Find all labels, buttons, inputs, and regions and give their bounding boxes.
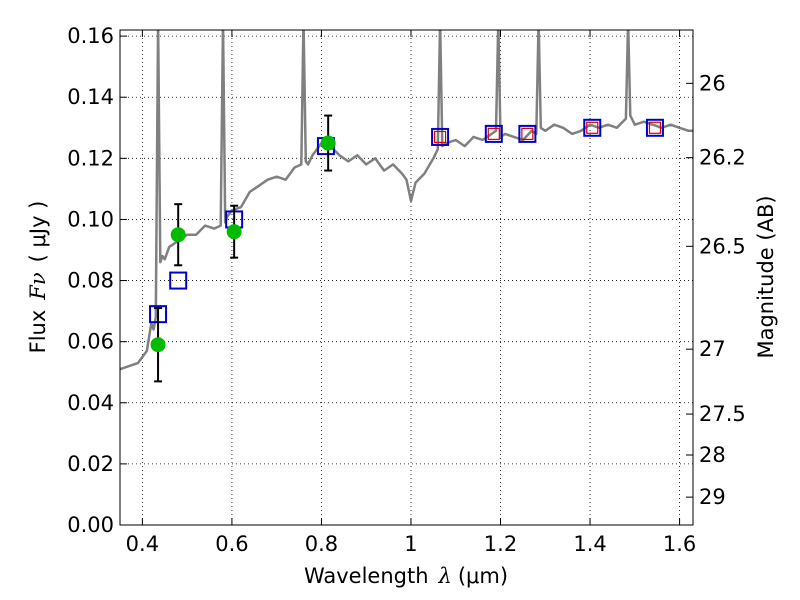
observed-green-point [226,224,242,240]
observed-green-point [320,135,336,151]
axis-ticks: 0.4 0.6 0.8 1 1.2 1.4 1.6 0.00 0.02 0.04 0.06 0.08 0… [67,24,746,556]
spectrum-line [120,30,693,371]
right-tick-label: 29 [699,485,726,509]
x-tick-label: 0.6 [215,532,248,556]
y-tick-label: 0.12 [67,146,114,170]
observed-red-square [433,130,447,144]
y-axis-label: FluxFν( μJy ) [26,201,50,354]
model-photometry-square [431,127,450,146]
right-tick-label: 27 [699,337,726,361]
right-tick-label: 28 [699,443,726,467]
grid-lines [120,30,693,526]
model-photometry-square [583,118,602,137]
x-tick-label: 1 [404,532,417,556]
x-tick-label: 1.6 [663,532,696,556]
y-tick-label: 0.02 [67,452,114,476]
y-tick-label: 0.16 [67,24,114,48]
right-tick-label: 27.5 [699,402,746,426]
model-photometry-square [169,271,188,290]
observed-red-square [648,121,662,134]
y-tick-label: 0.00 [67,513,114,537]
x-tick-label: 1.4 [573,532,606,556]
plot-area [120,30,693,383]
right-tick-label: 26 [699,71,726,95]
model-photometry-square [484,124,503,143]
model-photometry-square [645,118,664,137]
observed-red-square [586,121,599,134]
observed-green-point [150,337,166,353]
y-tick-label: 0.14 [67,85,114,109]
x-axis-label: Wavelength λ (μm) [304,564,508,588]
x-tick-label: 0.8 [305,532,338,556]
plot-frame [119,29,694,526]
y-tick-label: 0.08 [67,269,114,293]
x-tick-label: 1.2 [484,532,517,556]
x-tick-label: 0.4 [126,532,159,556]
observed-red-square [521,127,534,140]
observed-red-square [487,127,500,140]
right-tick-label: 26.5 [699,234,746,258]
model-photometry-square [518,124,537,143]
right-tick-label: 26.2 [699,146,746,170]
y-tick-label: 0.04 [67,391,114,415]
y-tick-label: 0.10 [67,207,114,231]
observed-green-point [170,227,186,243]
y-tick-label: 0.06 [67,330,114,354]
right-axis-label: Magnitude (AB) [754,195,778,358]
